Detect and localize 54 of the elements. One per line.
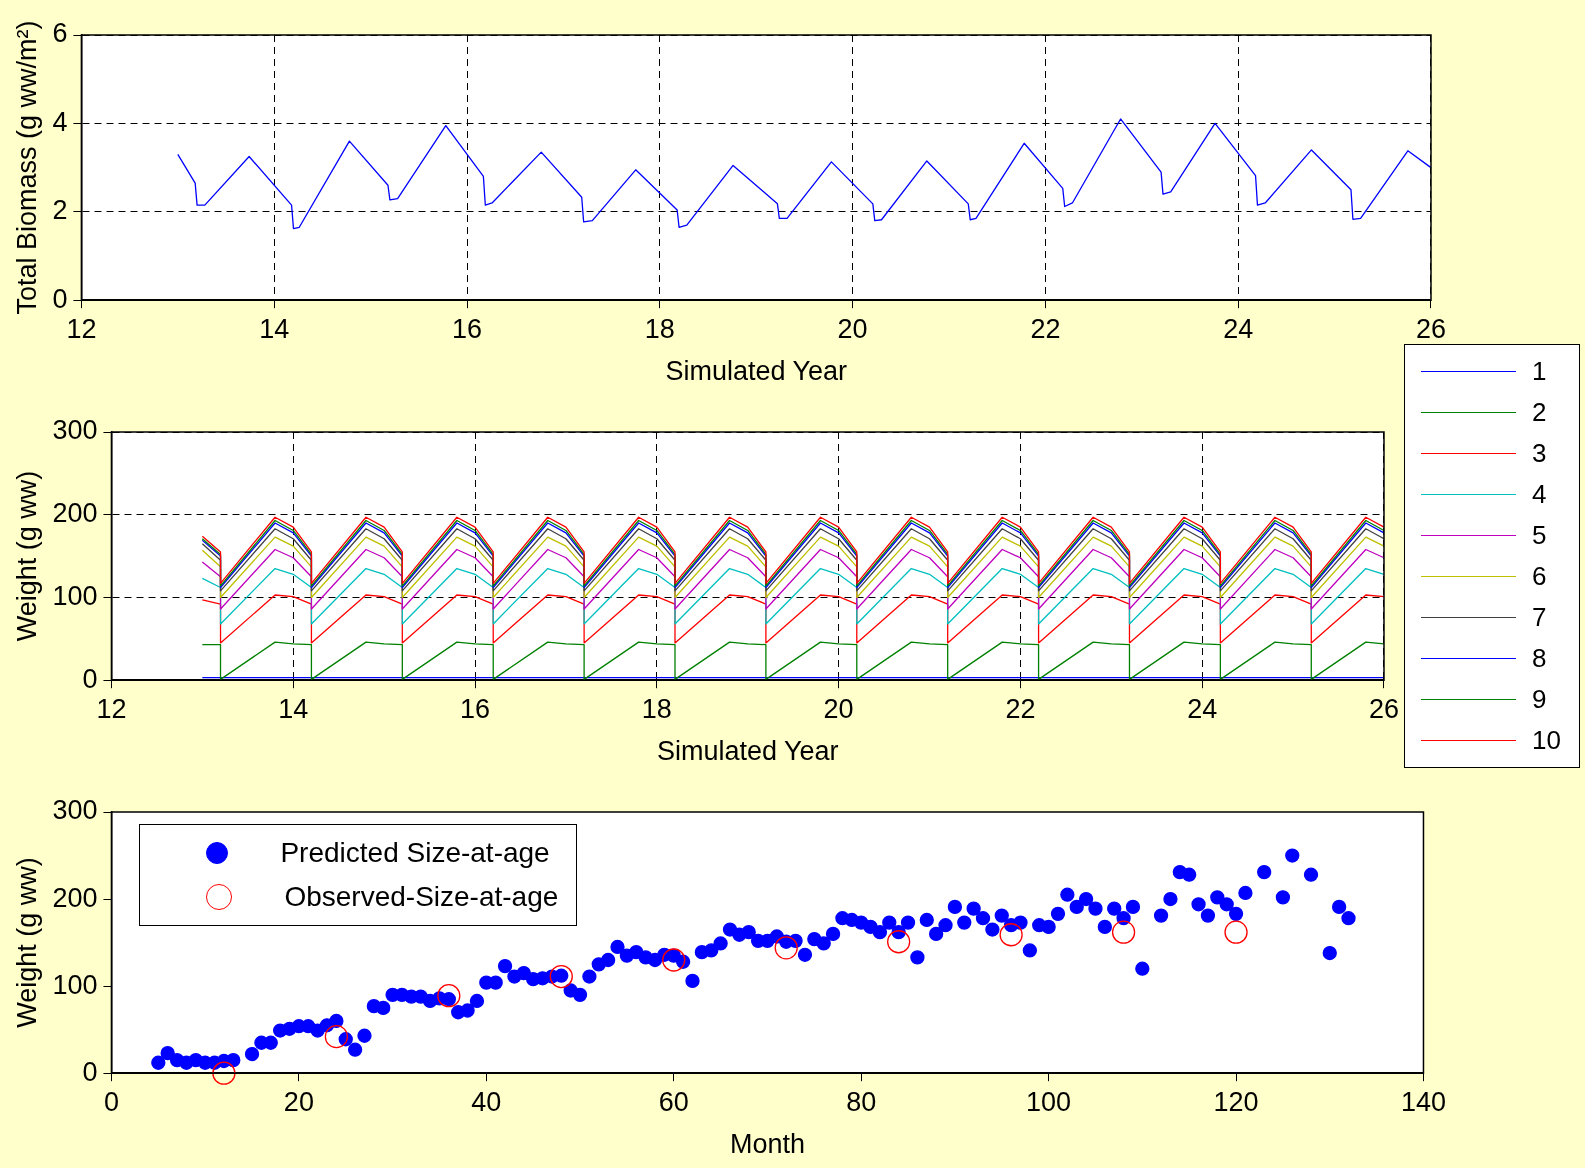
legend-label: 10 bbox=[1531, 725, 1561, 757]
y-tick-label: 100 bbox=[52, 580, 98, 611]
y-axis-title: Weight (g ww) bbox=[11, 857, 42, 1028]
x-tick-label: 14 bbox=[259, 313, 290, 344]
x-tick-label: 140 bbox=[1400, 1086, 1447, 1117]
legend-label: 3 bbox=[1531, 438, 1547, 470]
legend-label: 5 bbox=[1531, 520, 1547, 552]
x-tick-label: 24 bbox=[1223, 313, 1254, 344]
x-tick-label: 18 bbox=[644, 313, 675, 344]
x-tick-label: 26 bbox=[1368, 693, 1400, 724]
x-tick-label: 16 bbox=[451, 313, 483, 344]
legend-label: 7 bbox=[1531, 602, 1547, 634]
x-tick-label: 22 bbox=[1030, 313, 1061, 344]
y-tick-label: 200 bbox=[52, 498, 98, 529]
y-tick-label: 300 bbox=[52, 415, 98, 446]
x-tick-label: 12 bbox=[66, 313, 97, 344]
legend-label: 6 bbox=[1531, 561, 1547, 593]
x-tick-label: 20 bbox=[837, 313, 868, 344]
x-tick-label: 26 bbox=[1415, 313, 1447, 344]
x-tick-label: 16 bbox=[460, 693, 491, 724]
x-axis-title: Simulated Year bbox=[665, 356, 848, 387]
x-tick-label: 22 bbox=[1005, 693, 1036, 724]
legend-label: 2 bbox=[1531, 397, 1547, 429]
x-tick-label: 40 bbox=[471, 1086, 502, 1117]
x-tick-label: 60 bbox=[658, 1086, 689, 1117]
x-tick-label: 18 bbox=[641, 693, 672, 724]
x-axis-title: Simulated Year bbox=[656, 736, 839, 767]
y-tick-label: 0 bbox=[52, 283, 68, 314]
y-tick-label: 0 bbox=[82, 1056, 98, 1087]
y-tick-label: 6 bbox=[52, 18, 68, 49]
legend-label: 1 bbox=[1531, 356, 1547, 388]
y-tick-label: 100 bbox=[52, 969, 98, 1000]
x-tick-label: 20 bbox=[823, 693, 854, 724]
x-tick-label: 0 bbox=[103, 1086, 119, 1117]
x-tick-label: 14 bbox=[278, 693, 309, 724]
legend-label: Predicted Size-at-age bbox=[280, 837, 550, 869]
legend-label: 9 bbox=[1531, 684, 1547, 716]
legend-label: Observed-Size-at-age bbox=[284, 881, 559, 913]
legend-label: 4 bbox=[1531, 479, 1547, 511]
x-tick-label: 80 bbox=[846, 1086, 877, 1117]
x-tick-label: 100 bbox=[1026, 1086, 1072, 1117]
x-tick-label: 24 bbox=[1187, 693, 1218, 724]
y-axis-title: Total Biomass (g ww/m²) bbox=[11, 20, 42, 315]
y-tick-label: 0 bbox=[82, 663, 98, 694]
x-tick-label: 20 bbox=[283, 1086, 314, 1117]
y-tick-label: 2 bbox=[52, 195, 68, 226]
y-tick-label: 200 bbox=[52, 882, 98, 913]
y-axis-title: Weight (g ww) bbox=[11, 470, 42, 642]
legend-label: 8 bbox=[1531, 643, 1547, 675]
y-tick-label: 300 bbox=[52, 795, 98, 826]
y-tick-label: 4 bbox=[52, 106, 68, 137]
x-tick-label: 12 bbox=[96, 693, 127, 724]
x-tick-label: 120 bbox=[1213, 1086, 1259, 1117]
x-axis-title: Month bbox=[729, 1129, 805, 1160]
